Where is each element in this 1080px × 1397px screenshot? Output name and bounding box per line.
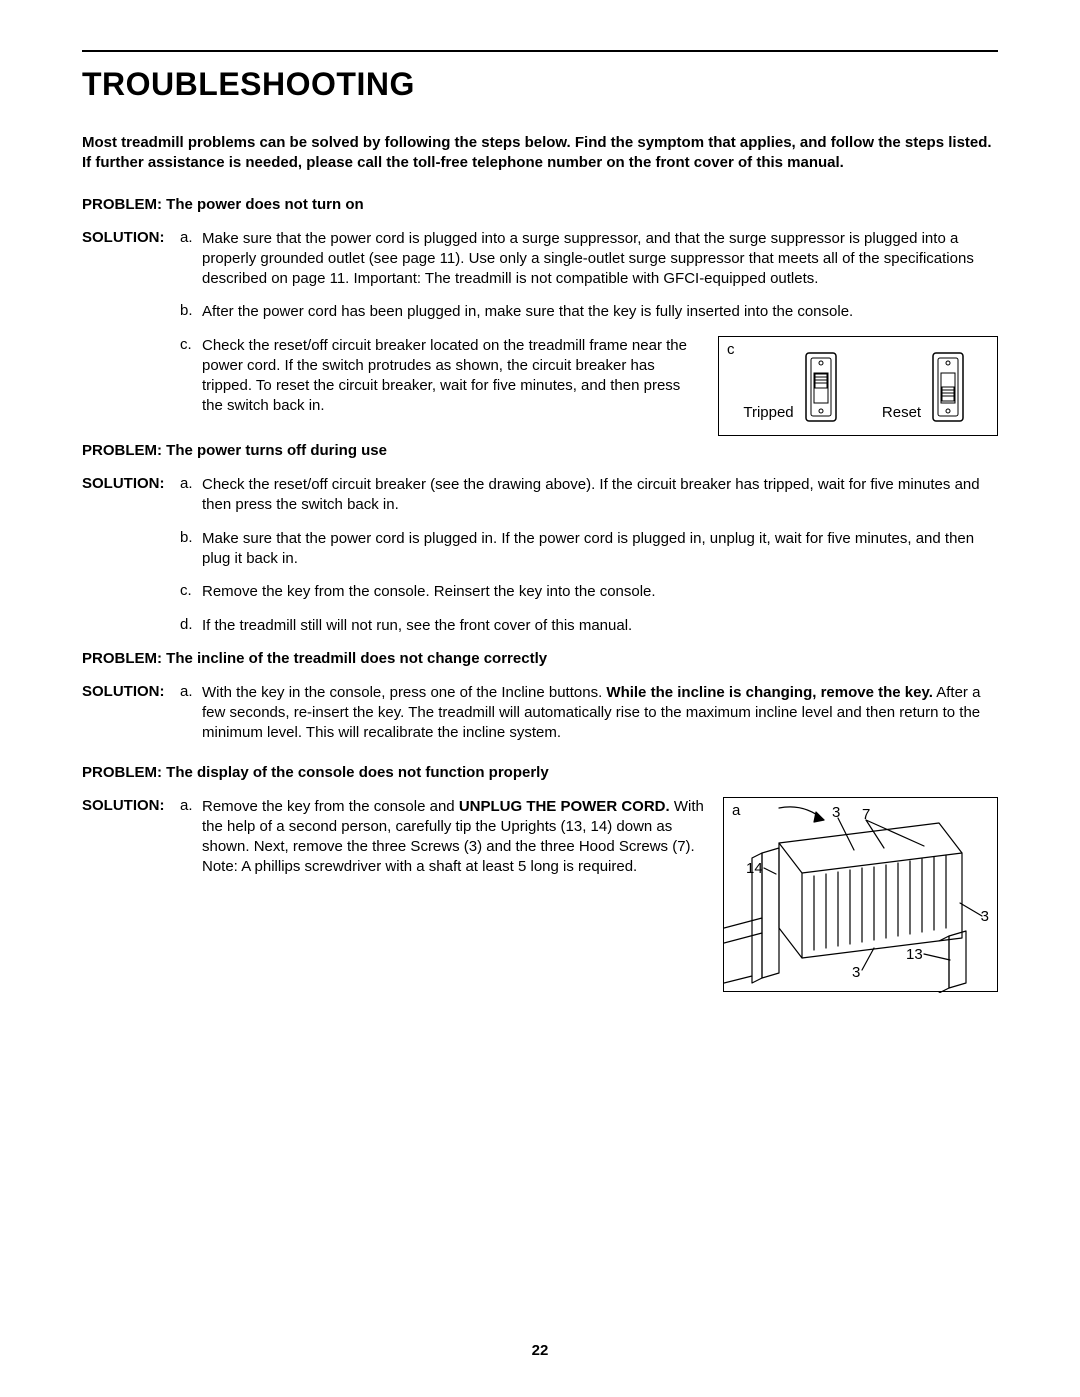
problem-4-heading: PROBLEM: The display of the console does…: [82, 764, 998, 781]
solution-2c-text: Remove the key from the console. Reinser…: [202, 582, 998, 602]
solution-1a-text: Make sure that the power cord is plugged…: [202, 229, 998, 288]
solution-4a-pre: Remove the key from the console and: [202, 798, 459, 815]
solution-3a-row: SOLUTION: a. With the key in the console…: [82, 683, 998, 742]
solution-2d-row: d. If the treadmill still will not run, …: [180, 616, 998, 636]
switch-reset-icon: [929, 351, 967, 423]
solution-2c-row: c. Remove the key from the console. Rein…: [180, 582, 998, 602]
item-letter: b.: [180, 529, 202, 546]
solution-4a-text: Remove the key from the console and UNPL…: [202, 797, 705, 876]
top-rule: [82, 50, 998, 52]
problem-1-heading: PROBLEM: The power does not turn on: [82, 196, 998, 213]
solution-1a-row: SOLUTION: a. Make sure that the power co…: [82, 229, 998, 288]
item-letter: c.: [180, 582, 202, 599]
solution-1b-text: After the power cord has been plugged in…: [202, 302, 998, 322]
solution-4a-row: SOLUTION: a. Remove the key from the con…: [82, 797, 998, 992]
figure-c-reset-caption: Reset: [882, 404, 921, 421]
switch-tripped-icon: [802, 351, 840, 423]
solution-2a-text: Check the reset/off circuit breaker (see…: [202, 475, 998, 515]
item-letter: a.: [180, 683, 202, 700]
page: TROUBLESHOOTING Most treadmill problems …: [0, 0, 1080, 1397]
solution-2b-text: Make sure that the power cord is plugged…: [202, 529, 998, 569]
problem-2-heading: PROBLEM: The power turns off during use: [82, 442, 998, 459]
figure-c-reset-group: Reset: [862, 343, 987, 429]
item-letter: b.: [180, 302, 202, 319]
intro-paragraph: Most treadmill problems can be solved by…: [82, 133, 998, 172]
solution-1c-text: Check the reset/off circuit breaker loca…: [202, 336, 700, 415]
figure-c-tripped-group: Tripped: [729, 343, 854, 429]
item-letter: c.: [180, 336, 202, 353]
solution-label: SOLUTION:: [82, 475, 180, 492]
figure-c-label: c: [727, 341, 735, 358]
item-letter: d.: [180, 616, 202, 633]
figure-a-box: a 3 7 14 3 13 3: [723, 797, 998, 992]
solution-label: SOLUTION:: [82, 683, 180, 700]
item-letter: a.: [180, 797, 202, 814]
treadmill-diagram-icon: [724, 798, 999, 993]
solution-3a-bold: While the incline is changing, remove th…: [606, 684, 932, 701]
solution-3a-pre: With the key in the console, press one o…: [202, 684, 606, 701]
problem-3-heading: PROBLEM: The incline of the treadmill do…: [82, 650, 998, 667]
figure-c-box: c Tripped Reset: [718, 336, 998, 436]
figure-c-tripped-caption: Tripped: [743, 404, 793, 421]
page-number: 22: [0, 1342, 1080, 1359]
solution-2b-row: b. Make sure that the power cord is plug…: [180, 529, 998, 569]
solution-2d-text: If the treadmill still will not run, see…: [202, 616, 998, 636]
solution-4a-bold: UNPLUG THE POWER CORD.: [459, 798, 670, 815]
solution-1c-row: c. Check the reset/off circuit breaker l…: [82, 336, 998, 436]
page-title: TROUBLESHOOTING: [82, 66, 998, 103]
solution-label: SOLUTION:: [82, 797, 180, 814]
item-letter: a.: [180, 475, 202, 492]
item-letter: a.: [180, 229, 202, 246]
solution-3a-text: With the key in the console, press one o…: [202, 683, 998, 742]
solution-1b-row: b. After the power cord has been plugged…: [180, 302, 998, 322]
solution-2a-row: SOLUTION: a. Check the reset/off circuit…: [82, 475, 998, 515]
solution-label: SOLUTION:: [82, 229, 180, 246]
